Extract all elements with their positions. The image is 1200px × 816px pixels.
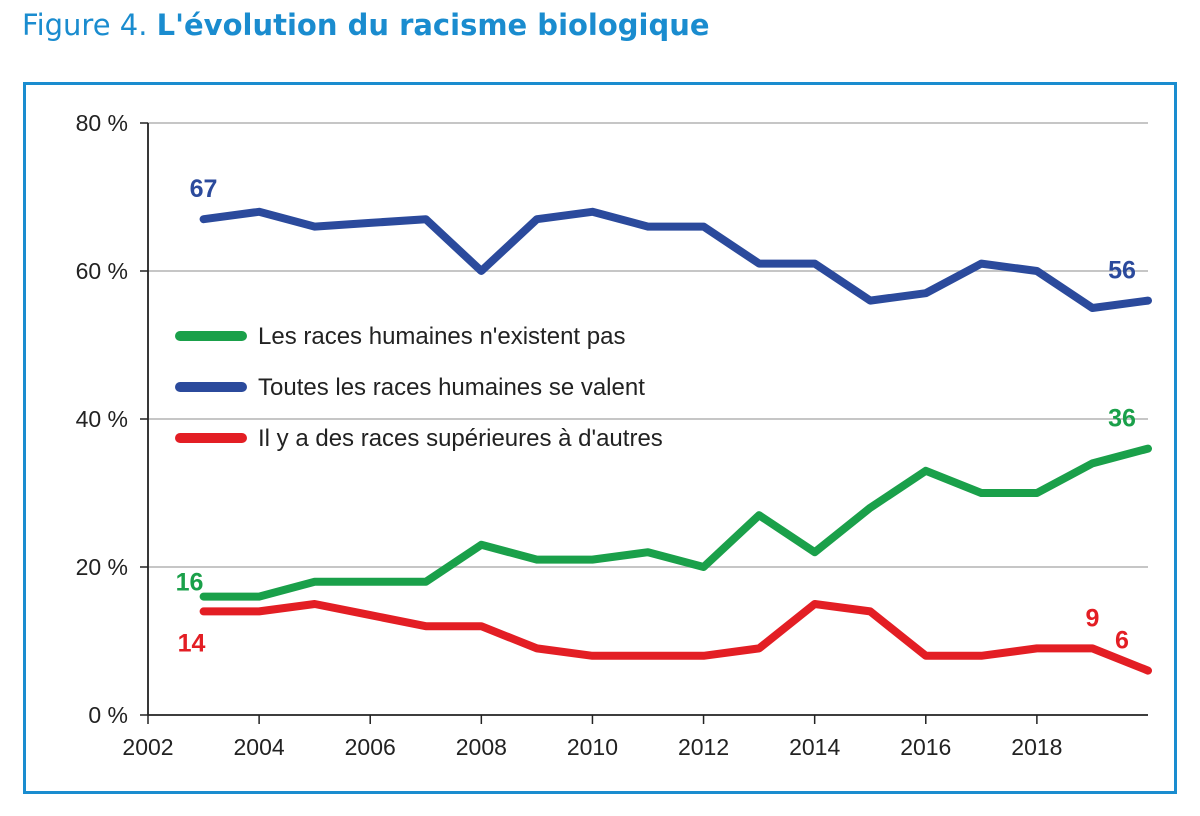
- data-label: 6: [1115, 627, 1129, 655]
- series-line-3: [199, 600, 1152, 675]
- series-lines: [199, 207, 1152, 675]
- data-label: 14: [178, 629, 206, 657]
- data-label: 16: [176, 569, 204, 597]
- data-label: 9: [1085, 604, 1099, 632]
- y-tick-label: 80 %: [76, 110, 128, 136]
- x-tick-label: 2012: [678, 734, 729, 760]
- figure-title: Figure 4. L'évolution du racisme biologi…: [22, 8, 710, 42]
- x-tick-label: 2018: [1011, 734, 1062, 760]
- x-tick-label: 2016: [900, 734, 951, 760]
- y-tick-label: 60 %: [76, 258, 128, 284]
- legend: Les races humaines n'existent pas Toutes …: [175, 323, 663, 452]
- data-labels: 16 36 67 56 14 96: [176, 175, 1136, 657]
- y-axis-ticks: 0 % 20 % 40 % 60 % 80 %: [76, 110, 148, 728]
- x-tick-label: 2006: [345, 734, 396, 760]
- x-tick-label: 2002: [122, 734, 173, 760]
- y-tick-label: 40 %: [76, 406, 128, 432]
- x-tick-label: 2004: [234, 734, 285, 760]
- figure-main-title: L'évolution du racisme biologique: [156, 8, 710, 42]
- legend-label-2: Toutes les races humaines se valent: [258, 374, 645, 401]
- x-axis-ticks: 2002 2004 2006 2008 2010 2012 2014 2016 2018: [122, 715, 1062, 760]
- data-label: 67: [190, 175, 218, 203]
- data-label: 56: [1108, 257, 1136, 285]
- series-line-1: [199, 444, 1152, 601]
- chart-frame: [23, 82, 1177, 794]
- legend-label-1: Les races humaines n'existent pas: [258, 323, 625, 350]
- x-tick-label: 2014: [789, 734, 840, 760]
- y-tick-label: 0 %: [88, 702, 128, 728]
- y-tick-label: 20 %: [76, 554, 128, 580]
- legend-label-3: Il y a des races supérieures à d'autres: [258, 425, 663, 452]
- series-line-2: [199, 207, 1152, 312]
- data-label: 36: [1108, 405, 1136, 433]
- figure-number: Figure 4.: [22, 8, 148, 42]
- x-tick-label: 2010: [567, 734, 618, 760]
- x-tick-label: 2008: [456, 734, 507, 760]
- gridlines: [148, 122, 1148, 568]
